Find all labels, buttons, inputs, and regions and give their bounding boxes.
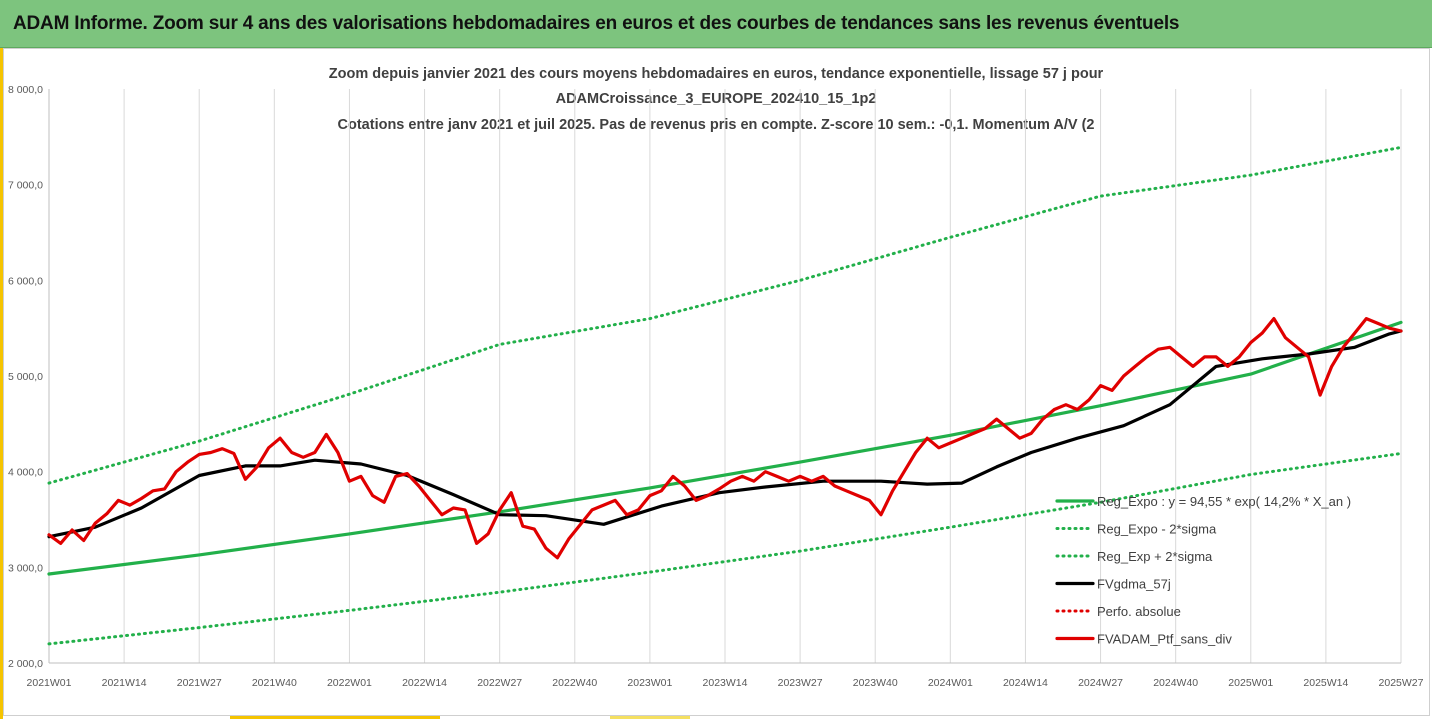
legend-label: Reg_Exp + 2*sigma <box>1097 549 1213 564</box>
chart-frame <box>3 48 1430 716</box>
axis-layer: 2021W01 2021W14 2021W27 2021W40 2022W01 2022W… <box>8 84 1424 689</box>
banner: ADAM Informe. Zoom sur 4 ans des valoris… <box>0 0 1432 48</box>
y-tick-label: 8 000,0 <box>8 84 43 96</box>
chart-title-line-1: Zoom depuis janvier 2021 des cours moyen… <box>328 66 1104 82</box>
x-tick-label: 2023W01 <box>627 677 672 689</box>
series-line <box>47 317 1403 560</box>
x-tick-label: 2023W14 <box>703 677 748 689</box>
y-tick-label: 4 000,0 <box>8 467 43 479</box>
x-tick-label: 2022W27 <box>477 677 522 689</box>
left-accent-strip <box>0 48 3 719</box>
legend-label: FVADAM_Ptf_sans_div <box>1097 632 1232 647</box>
y-tick-label: 6 000,0 <box>8 275 43 287</box>
y-tick-label: 2 000,0 <box>8 658 43 670</box>
series-line <box>47 452 1403 646</box>
legend-label: Reg_Expo : y = 94,55 * exp( 14,2% * X_an… <box>1097 494 1351 509</box>
chart-title-line-3: Cotations entre janv 2021 et juil 2025. … <box>337 117 1095 133</box>
bottom-accent <box>230 716 440 719</box>
legend-label: FVgdma_57j <box>1097 577 1171 592</box>
x-tick-label: 2021W27 <box>177 677 222 689</box>
x-tick-label: 2025W14 <box>1303 677 1348 689</box>
series-layer <box>47 145 1403 646</box>
series-line <box>47 320 1403 576</box>
legend: Reg_Expo : y = 94,55 * exp( 14,2% * X_an… <box>1055 494 1351 647</box>
chart-title-line-2: ADAMCroissance_3_EUROPE_202410_15_1p2 <box>555 91 877 107</box>
x-tick-label: 2021W14 <box>102 677 147 689</box>
y-tick-label: 5 000,0 <box>8 371 43 383</box>
x-tick-label: 2024W27 <box>1078 677 1123 689</box>
series-line <box>47 145 1403 485</box>
y-tick-label: 3 000,0 <box>8 562 43 574</box>
x-tick-label: 2021W40 <box>252 677 297 689</box>
x-tick-label: 2025W27 <box>1379 677 1424 689</box>
x-tick-label: 2021W01 <box>27 677 72 689</box>
series-line <box>47 329 1403 539</box>
legend-label: Reg_Expo - 2*sigma <box>1097 522 1217 537</box>
banner-title: ADAM Informe. Zoom sur 4 ans des valoris… <box>13 13 1180 34</box>
x-tick-label: 2022W01 <box>327 677 372 689</box>
x-tick-label: 2025W01 <box>1228 677 1273 689</box>
x-tick-label: 2023W40 <box>853 677 898 689</box>
x-tick-label: 2022W14 <box>402 677 447 689</box>
legend-label: Perfo. absolue <box>1097 604 1181 619</box>
x-tick-label: 2024W14 <box>1003 677 1048 689</box>
y-tick-label: 7 000,0 <box>8 180 43 192</box>
x-tick-label: 2022W40 <box>552 677 597 689</box>
x-tick-label: 2024W01 <box>928 677 973 689</box>
grid-layer <box>48 89 1402 663</box>
bottom-accent <box>610 716 690 719</box>
x-tick-label: 2023W27 <box>778 677 823 689</box>
x-tick-label: 2024W40 <box>1153 677 1198 689</box>
